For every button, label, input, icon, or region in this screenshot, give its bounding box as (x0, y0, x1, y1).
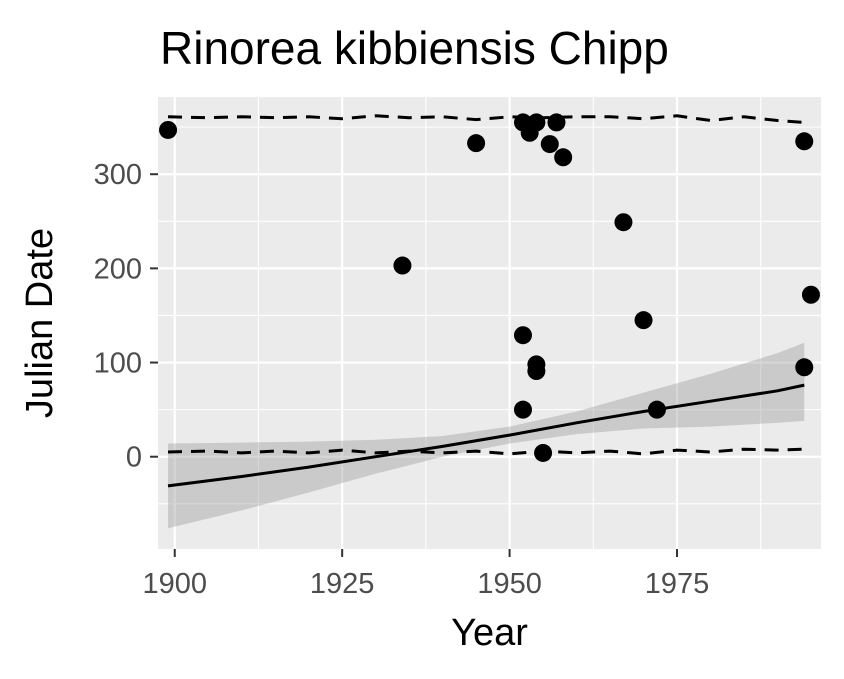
data-point-14 (614, 213, 633, 232)
lower-quantile-line (167, 447, 805, 456)
data-point-9 (527, 362, 546, 381)
data-point-13 (554, 148, 573, 167)
upper-quantile-line (167, 114, 805, 124)
y-tick-label-1: 100 (94, 348, 142, 380)
data-point-4 (513, 326, 532, 345)
confidence-band (168, 342, 805, 529)
y-tick-label-3: 300 (94, 159, 142, 191)
data-point-18 (795, 358, 814, 377)
data-point-11 (540, 135, 559, 154)
x-tick-label-3: 1975 (645, 568, 710, 600)
y-tick-label-0: 0 (126, 442, 142, 474)
data-point-15 (634, 311, 653, 330)
data-point-19 (801, 285, 820, 304)
data-point-0 (159, 120, 178, 139)
y-axis-title: Julian Date (19, 228, 61, 418)
grid-major (158, 97, 821, 549)
x-tick-label-0: 1900 (142, 568, 207, 600)
data-point-10 (534, 443, 553, 462)
data-points (159, 113, 820, 462)
data-point-17 (795, 132, 814, 151)
y-tick-label-2: 200 (94, 253, 142, 285)
grid-minor (158, 97, 821, 549)
data-point-5 (513, 400, 532, 419)
x-tick-label-2: 1950 (477, 568, 542, 600)
data-point-1 (393, 256, 412, 275)
chart-title: Rinorea kibbiensis Chipp (160, 22, 669, 74)
data-point-16 (647, 400, 666, 419)
x-tick-label-1: 1925 (310, 568, 375, 600)
x-axis: 1900 1925 1950 1975 (142, 549, 709, 600)
data-point-7 (527, 113, 546, 132)
data-point-2 (467, 134, 486, 153)
y-axis: 0 100 200 300 (94, 159, 158, 474)
x-axis-title: Year (451, 612, 528, 654)
trend-line (167, 383, 805, 488)
data-point-12 (547, 113, 566, 132)
